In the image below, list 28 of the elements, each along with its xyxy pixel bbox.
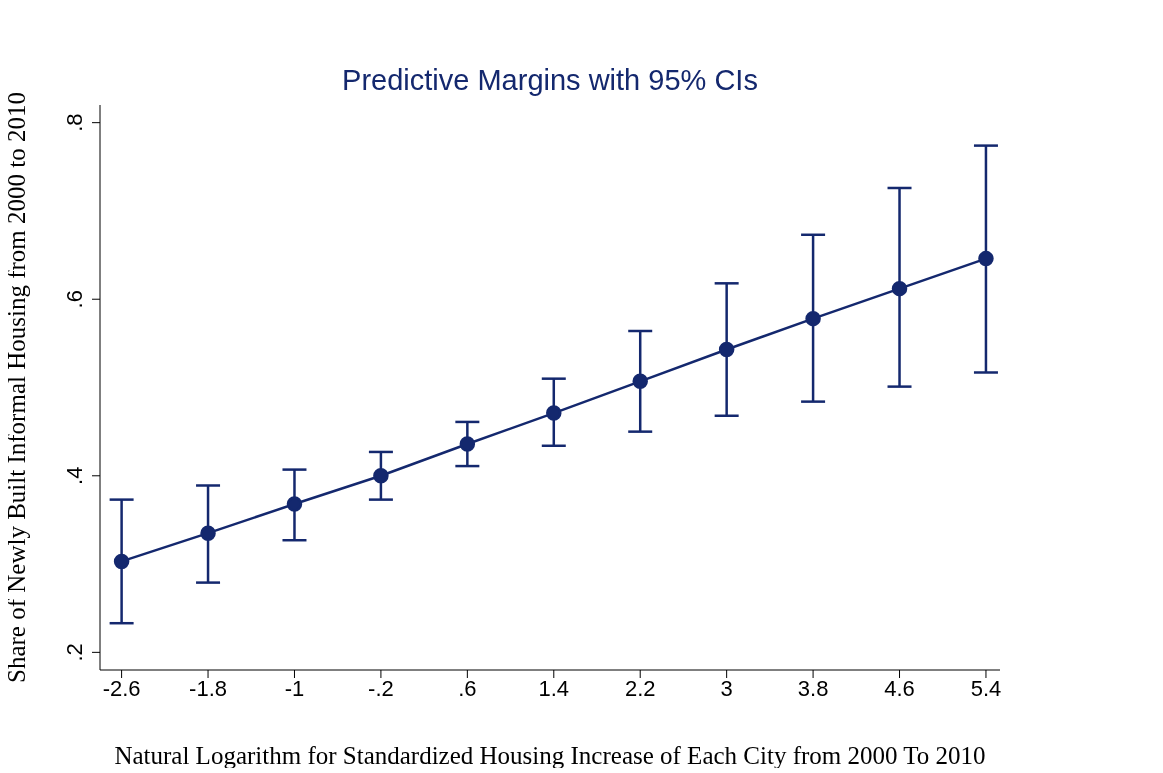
- y-tick-label: .4: [62, 466, 87, 485]
- x-tick-label: -1.8: [189, 675, 227, 701]
- point: [718, 341, 735, 358]
- x-tick-label: .6: [458, 675, 477, 701]
- point: [546, 405, 562, 421]
- chart-title: Predictive Margins with 95% CIs: [341, 64, 759, 97]
- y-tick-label: .2: [62, 643, 87, 662]
- x-tick-label: -1: [284, 675, 305, 701]
- point: [373, 468, 389, 484]
- y-tick-label: .6: [62, 290, 87, 309]
- point: [891, 280, 908, 297]
- x-tick-label: -.2: [368, 675, 394, 701]
- point: [978, 250, 994, 267]
- x-tick-label: -2.6: [102, 675, 141, 701]
- y-axis-title: Share of Newly Built Informal Housing from 2000 to 2010: [2, 92, 30, 683]
- point: [632, 373, 648, 390]
- x-tick-label: 5.4: [970, 675, 1002, 701]
- point: [200, 525, 216, 541]
- point: [286, 496, 303, 512]
- x-tick-label: 1.4: [538, 675, 570, 701]
- point: [113, 553, 130, 570]
- point: [805, 310, 821, 327]
- x-tick-label: 4.6: [884, 675, 915, 701]
- x-tick-label: 2.2: [624, 675, 656, 701]
- point: [459, 436, 476, 452]
- x-tick-label: 3: [720, 675, 733, 701]
- x-tick-label: 3.8: [797, 675, 829, 701]
- y-tick-label: .8: [62, 113, 87, 132]
